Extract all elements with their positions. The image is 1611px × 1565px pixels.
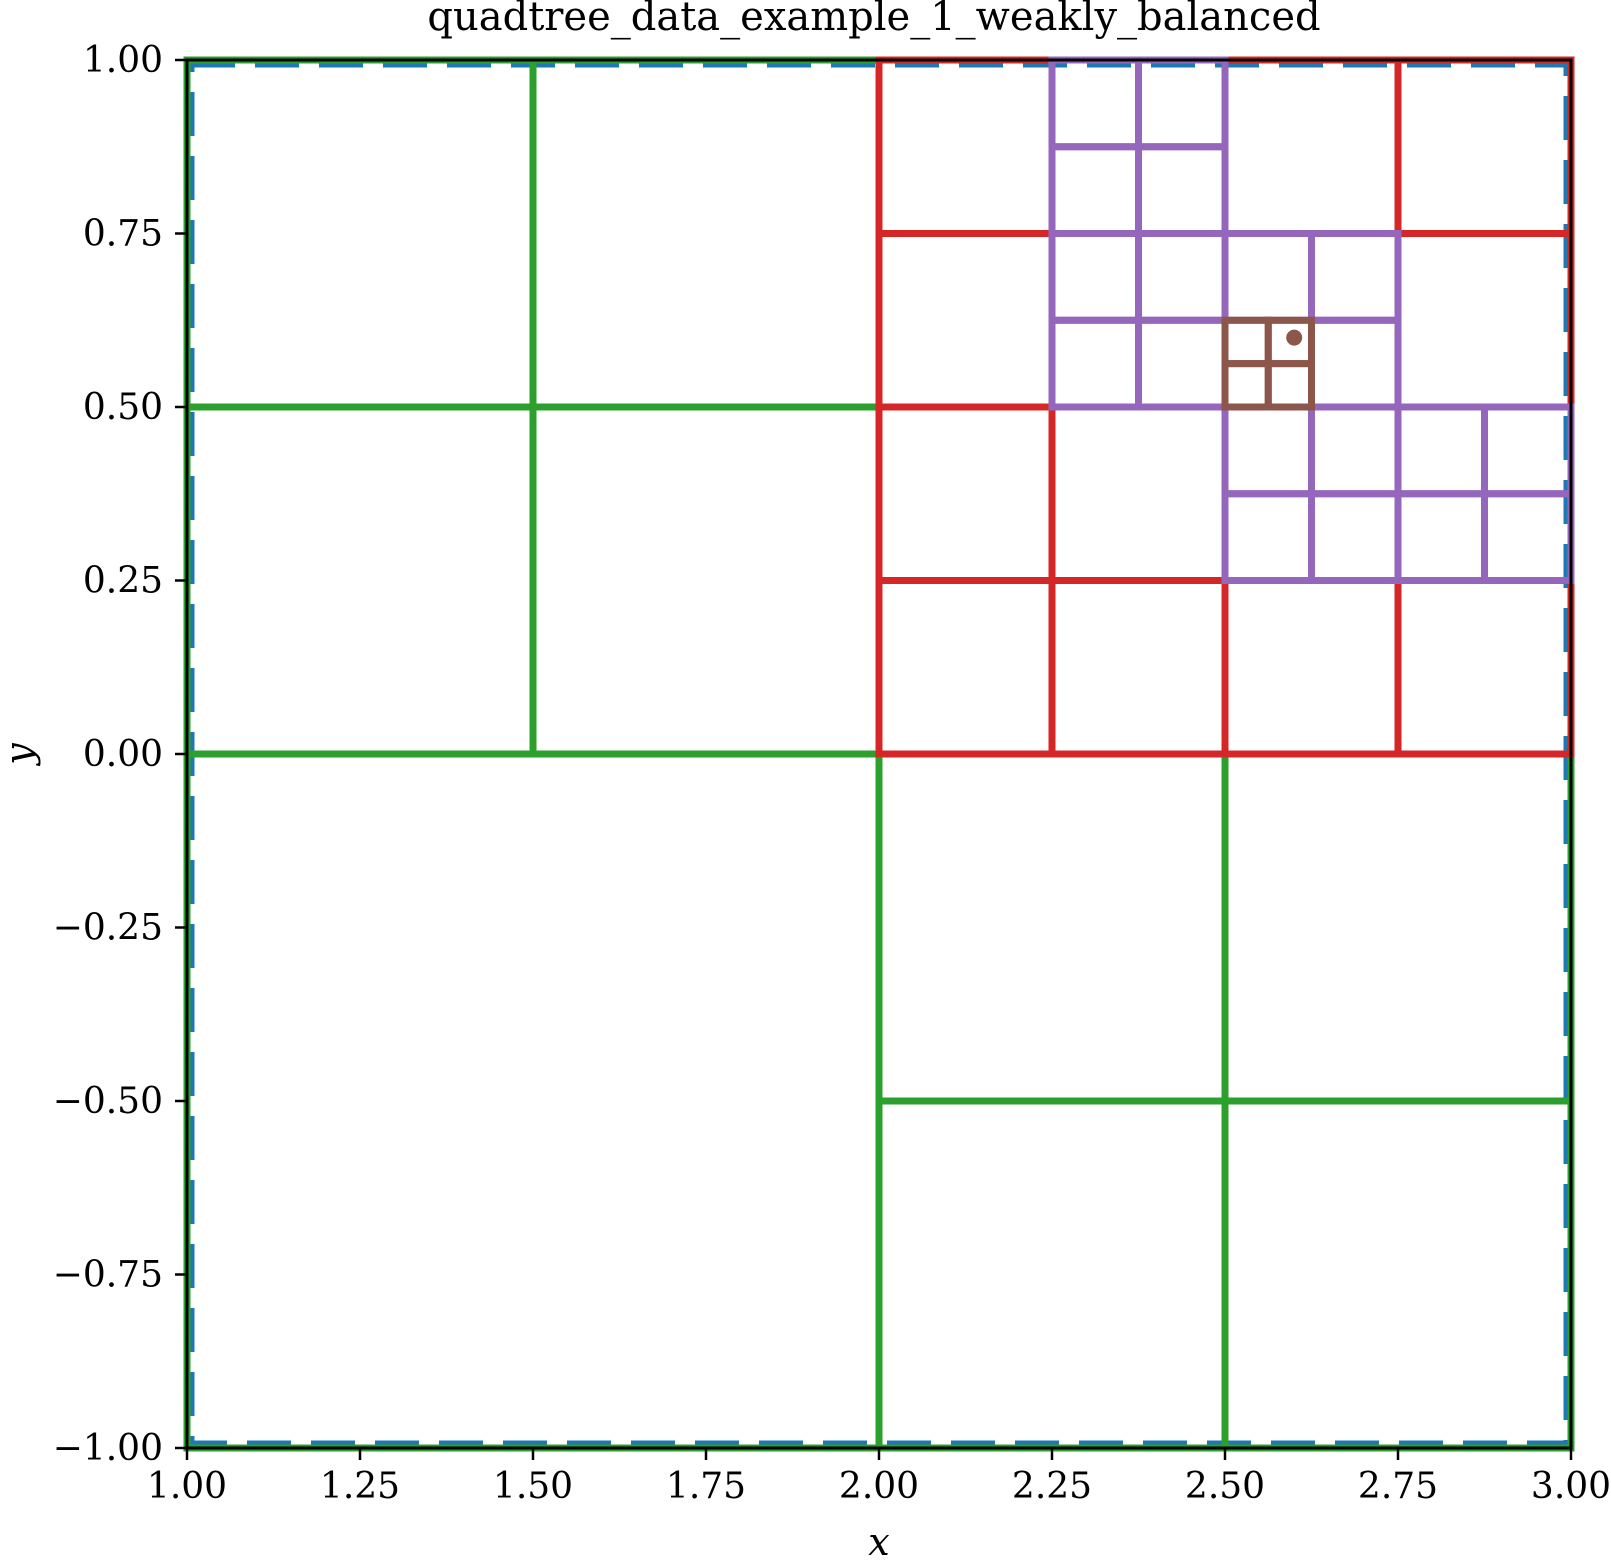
quadtree-cell-level-2-6 <box>529 56 883 411</box>
quadtree-cell-level-3-10 <box>875 56 1056 237</box>
quadtree-cell-level-4-14 <box>1481 490 1575 584</box>
quadtree-cell-level-4-4 <box>1048 143 1142 237</box>
x-tick-label-0: 1.00 <box>147 1466 227 1507</box>
quadtree-cell-level-4-1 <box>1135 316 1229 411</box>
y-axis-ticks: −1.00 −0.75 −0.50 −0.25 0.00 0.25 0.50 0.75 1.00 <box>53 40 187 1469</box>
quadtree-cell-level-3-6 <box>1048 403 1229 584</box>
quadtree-cell-level-4-2 <box>1048 230 1142 324</box>
quadtree-cell-level-2-5 <box>183 56 537 411</box>
chart-title: quadtree_data_example_1_weakly_balanced <box>427 0 1320 40</box>
y-tick-label-8: 1.00 <box>83 40 163 81</box>
y-tick-label-3: −0.25 <box>53 908 163 949</box>
quadtree-cell-level-4-13 <box>1394 490 1488 584</box>
quadtree-cell-level-3-1 <box>875 577 1056 758</box>
quadtree-cell-level-4-0 <box>1048 316 1142 411</box>
y-axis-label: y <box>0 743 41 767</box>
x-tick-label-6: 2.50 <box>1185 1466 1265 1507</box>
y-tick-label-2: −0.50 <box>53 1081 163 1122</box>
quadtree-cell-level-4-11 <box>1221 490 1315 584</box>
x-tick-label-8: 3.00 <box>1531 1466 1611 1507</box>
quadtree-cell-level-4-18 <box>1481 403 1575 498</box>
quadtree-cell-level-2-10 <box>1221 750 1575 1105</box>
quadtree-cell-level-4-6 <box>1048 56 1142 151</box>
y-tick-label-0: −1.00 <box>53 1428 163 1469</box>
quadtree-cell-level-2-1 <box>183 750 883 1452</box>
x-axis-label: x <box>868 1520 889 1564</box>
x-tick-label-4: 2.00 <box>839 1466 919 1507</box>
quadtree-cell-level-4-10 <box>1308 230 1402 324</box>
y-tick-label-7: 0.75 <box>83 214 163 255</box>
x-tick-label-3: 1.75 <box>666 1466 746 1507</box>
quadtree-cell-level-4-8 <box>1308 316 1402 411</box>
quadtree-cell-level-3-5 <box>875 403 1056 584</box>
x-tick-label-5: 2.25 <box>1012 1466 1092 1507</box>
quadtree-cell-level-5-0 <box>1221 360 1272 411</box>
x-tick-label-1: 1.25 <box>320 1466 400 1507</box>
quadtree-cell-level-4-9 <box>1221 230 1315 324</box>
quadtree-cell-level-4-12 <box>1308 490 1402 584</box>
quadtree-cell-level-3-3 <box>1221 577 1402 758</box>
y-tick-label-6: 0.50 <box>83 387 163 428</box>
y-tick-label-1: −0.75 <box>53 1255 163 1296</box>
quadtree-cell-level-4-3 <box>1135 230 1229 324</box>
quadtree-cell-level-3-2 <box>1048 577 1229 758</box>
x-axis-ticks: 1.00 1.25 1.50 1.75 2.00 2.25 2.50 2.75 3.00 <box>147 1448 1611 1507</box>
quadtree-cell-level-2-3 <box>183 403 537 758</box>
quadtree-cell-level-2-8 <box>1221 1097 1575 1452</box>
quadtree-cell-level-2-4 <box>529 403 883 758</box>
quadtree-cell-level-5-3 <box>1264 316 1315 368</box>
quadtree-cell-level-4-17 <box>1394 403 1488 498</box>
quadtree-cells <box>183 56 1575 1452</box>
data-point-0 <box>1286 329 1303 346</box>
quadtree-cell-level-2-9 <box>875 750 1229 1105</box>
quadtree-cell-level-2-7 <box>875 1097 1229 1452</box>
y-tick-label-4: 0.00 <box>83 734 163 775</box>
quadtree-cell-level-3-9 <box>1394 230 1575 411</box>
quadtree-cell-level-5-1 <box>1264 360 1315 411</box>
quadtree-cell-level-4-7 <box>1135 56 1229 151</box>
y-tick-label-5: 0.25 <box>83 561 163 602</box>
quadtree-cell-level-4-16 <box>1308 403 1402 498</box>
quadtree-cell-level-3-8 <box>875 230 1056 411</box>
quadtree-cell-level-3-12 <box>1394 56 1575 237</box>
quadtree-cell-level-5-2 <box>1221 316 1272 368</box>
x-tick-label-2: 1.50 <box>493 1466 573 1507</box>
quadtree-cell-level-4-15 <box>1221 403 1315 498</box>
quadtree-cell-level-4-5 <box>1135 143 1229 237</box>
quadtree-cell-level-3-4 <box>1394 577 1575 758</box>
data-points <box>1286 329 1303 346</box>
x-tick-label-7: 2.75 <box>1358 1466 1438 1507</box>
